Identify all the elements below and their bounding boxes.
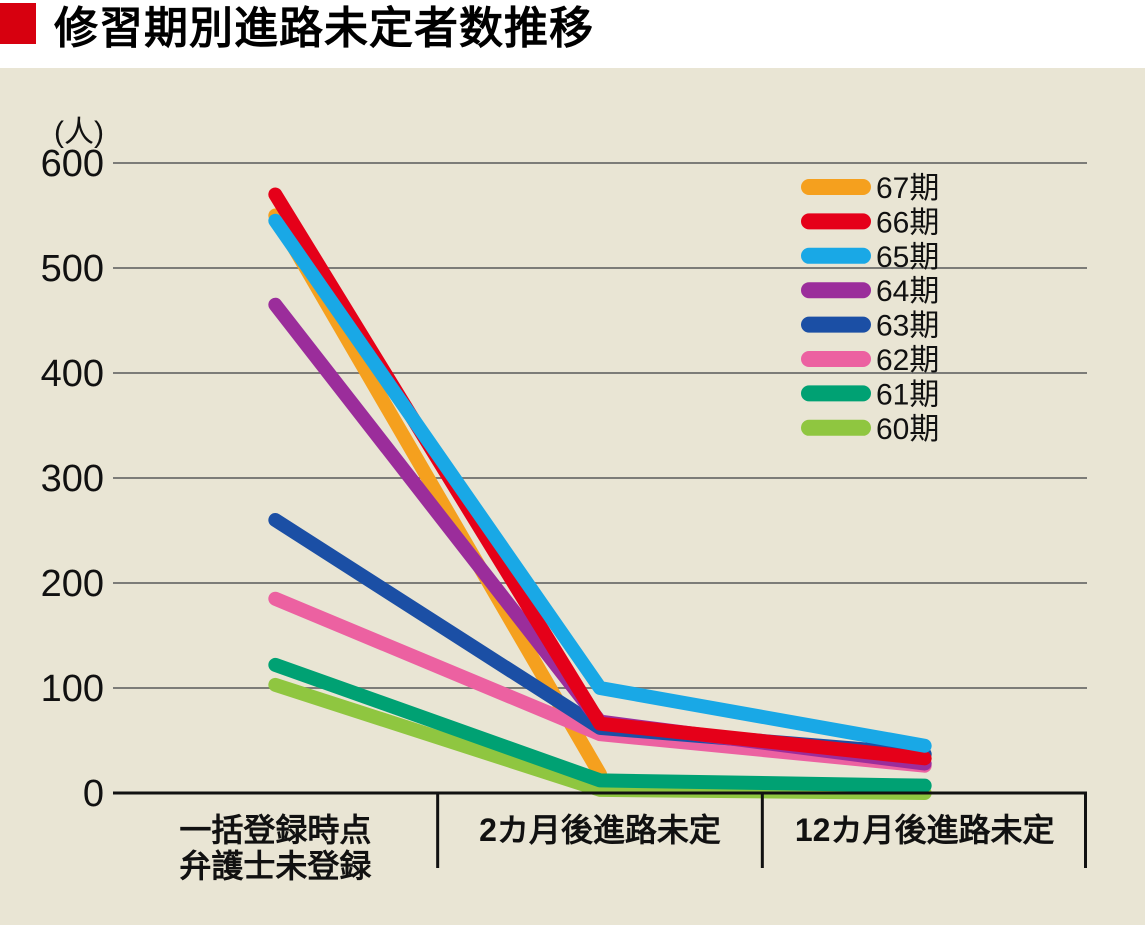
legend-label-67: 67期: [876, 172, 939, 205]
category-label-1-line-0: 2カ月後進路未定: [479, 812, 721, 848]
y-tick-label-300: 300: [41, 458, 104, 500]
legend-label-65: 65期: [876, 241, 939, 274]
legend-label-66: 66期: [876, 206, 939, 239]
y-tick-label-400: 400: [41, 353, 104, 395]
category-label-2-line-0: 12カ月後進路未定: [795, 812, 1055, 848]
series-line-66: [268, 187, 932, 766]
legend-label-64: 64期: [876, 275, 939, 308]
legend-label-63: 63期: [876, 310, 939, 343]
page-header: 修習期別進路未定者数推移: [0, 0, 1145, 68]
category-label-0-line-0: 一括登録時点: [179, 812, 371, 848]
legend-label-62: 62期: [876, 344, 939, 377]
y-tick-label-500: 500: [41, 248, 104, 290]
legend-label-61: 61期: [876, 378, 939, 411]
y-tick-label-200: 200: [41, 563, 104, 605]
series-line-65: [268, 213, 932, 753]
legend-label-60: 60期: [876, 413, 939, 446]
category-label-0-line-1: 弁護士未登録: [179, 848, 372, 884]
page-title: 修習期別進路未定者数推移: [54, 4, 594, 53]
y-tick-label-600: 600: [41, 143, 104, 185]
y-tick-label-100: 100: [41, 668, 104, 710]
title-marker-square: [0, 3, 36, 44]
y-axis-unit-label: (人): [54, 116, 104, 149]
series-line-61: [268, 657, 932, 793]
y-tick-label-0: 0: [83, 773, 104, 815]
